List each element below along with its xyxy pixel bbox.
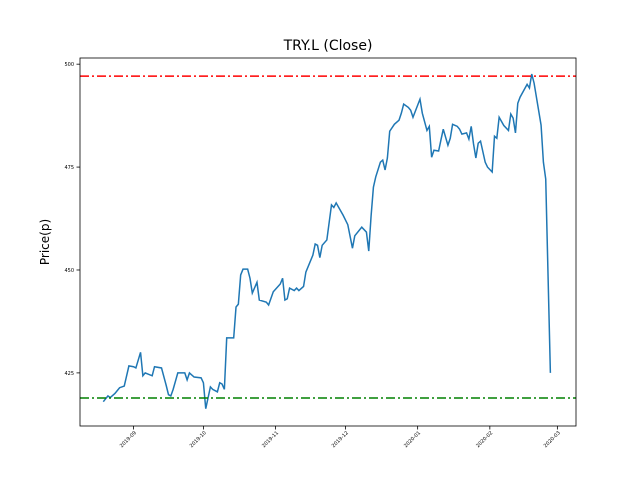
- price-line: [102, 73, 552, 409]
- y-tick-label: 475: [64, 165, 74, 171]
- y-axis-label: Price(p): [38, 219, 52, 265]
- y-tick-label: 425: [64, 371, 74, 377]
- chart-title: TRY.L (Close): [283, 38, 373, 54]
- y-tick-label: 450: [64, 268, 74, 274]
- plot-frame: [79, 57, 577, 427]
- y-tick-label: 500: [64, 62, 74, 68]
